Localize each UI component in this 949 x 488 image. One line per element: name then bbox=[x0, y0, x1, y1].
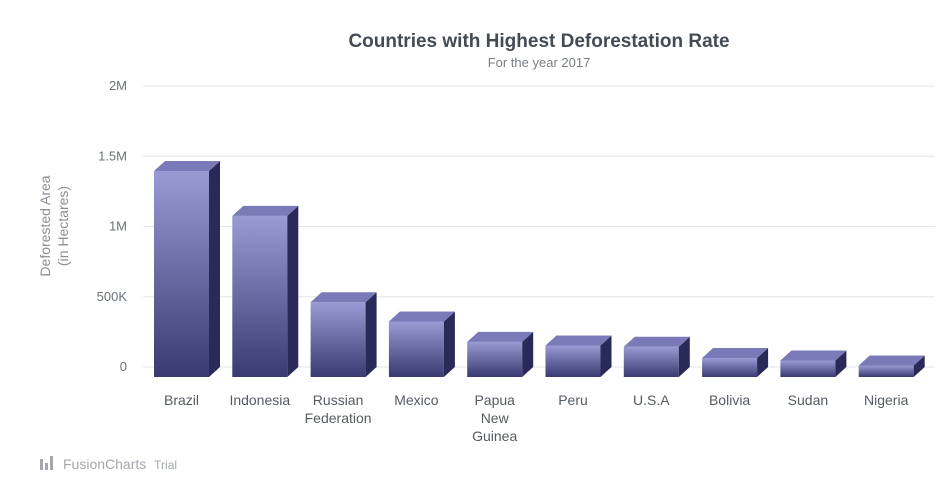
y-axis-label: Deforested Area (in Hectares) bbox=[37, 175, 71, 276]
bar-front bbox=[545, 345, 601, 377]
x-tick-label-line: Sudan bbox=[788, 392, 828, 408]
x-tick-label: Mexico bbox=[394, 392, 439, 408]
bar bbox=[232, 205, 299, 377]
x-tick-label: Bolivia bbox=[709, 392, 750, 408]
bar-front bbox=[623, 346, 679, 377]
x-tick-label-line: Guinea bbox=[472, 428, 517, 444]
bar-top bbox=[154, 161, 220, 172]
x-tick-label: U.S.A bbox=[633, 392, 670, 408]
bar bbox=[623, 336, 690, 377]
watermark-suffix: Trial bbox=[154, 458, 177, 472]
bar-front bbox=[467, 341, 523, 377]
x-tick-label-line: Russian bbox=[313, 392, 364, 408]
y-axis-ticks: 0 500K 1M 1.5M 2M bbox=[97, 78, 128, 374]
bar-side bbox=[913, 355, 925, 377]
x-tick-label-line: Mexico bbox=[394, 392, 439, 408]
bar-top bbox=[310, 292, 377, 303]
bar-front bbox=[702, 358, 758, 377]
bar-side bbox=[835, 350, 847, 377]
x-axis-ticks: Brazil Indonesia Russian Federation Mexico Pa… bbox=[164, 392, 909, 444]
svg-text:FusionCharts Trial: FusionCharts Trial bbox=[63, 456, 177, 472]
bars bbox=[154, 161, 925, 377]
x-tick-label-line: New bbox=[481, 410, 510, 426]
y-tick-label: 1M bbox=[109, 219, 127, 234]
bar bbox=[388, 311, 455, 377]
bar-front bbox=[388, 321, 444, 377]
y-tick-label: 1.5M bbox=[98, 148, 127, 163]
bar-front bbox=[310, 302, 366, 377]
x-tick-label: Peru bbox=[558, 392, 588, 408]
x-tick-label-line: Papua bbox=[474, 392, 515, 408]
bar-top bbox=[388, 311, 455, 322]
bar-front bbox=[858, 365, 914, 377]
x-tick-label: Indonesia bbox=[229, 392, 290, 408]
bar-top bbox=[545, 335, 612, 346]
x-tick-label-line: Bolivia bbox=[709, 392, 750, 408]
bar bbox=[310, 292, 377, 377]
x-tick-label: Sudan bbox=[788, 392, 828, 408]
x-tick-label: Russian Federation bbox=[305, 392, 372, 426]
x-tick-label-line: Peru bbox=[558, 392, 588, 408]
x-tick-label: Papua New Guinea bbox=[472, 392, 517, 444]
bar-side bbox=[209, 161, 220, 377]
y-tick-label: 2M bbox=[109, 78, 127, 93]
bar-front bbox=[232, 215, 288, 377]
bar-top bbox=[858, 355, 925, 366]
bar-front bbox=[154, 171, 209, 377]
y-tick-label: 0 bbox=[120, 359, 127, 374]
bar-side bbox=[365, 292, 377, 377]
chart-title: Countries with Highest Deforestation Rat… bbox=[348, 31, 729, 52]
y-axis-label-line-2: (in Hectares) bbox=[55, 186, 71, 266]
x-tick-label-line: Brazil bbox=[164, 392, 199, 408]
x-tick-label: Nigeria bbox=[864, 392, 909, 408]
bar-top bbox=[702, 348, 769, 359]
bar-top bbox=[623, 336, 690, 347]
y-axis-label-line-1: Deforested Area bbox=[37, 175, 53, 276]
bar-top bbox=[232, 205, 299, 216]
bar bbox=[858, 355, 925, 377]
x-tick-label-line: Indonesia bbox=[229, 392, 290, 408]
bar-front bbox=[780, 360, 836, 377]
bar-side bbox=[678, 336, 690, 377]
x-tick-label: Brazil bbox=[164, 392, 199, 408]
x-tick-label-line: Nigeria bbox=[864, 392, 909, 408]
watermark-brand: FusionCharts bbox=[63, 456, 146, 472]
bar-top bbox=[467, 331, 534, 342]
bar-side bbox=[757, 348, 769, 377]
bar-side bbox=[522, 331, 534, 377]
bar-side bbox=[443, 311, 455, 377]
y-tick-label: 500K bbox=[97, 289, 128, 304]
bar-side bbox=[600, 335, 612, 377]
bar bbox=[780, 350, 847, 377]
chart-subtitle: For the year 2017 bbox=[488, 55, 591, 70]
fusioncharts-watermark: FusionCharts Trial bbox=[40, 456, 177, 472]
bar bbox=[467, 331, 534, 377]
fusioncharts-logo-icon bbox=[40, 456, 53, 470]
x-tick-label-line: U.S.A bbox=[633, 392, 670, 408]
bar-side bbox=[287, 205, 299, 377]
bar bbox=[702, 348, 769, 377]
bar-top bbox=[780, 350, 847, 361]
x-tick-label-line: Federation bbox=[305, 410, 372, 426]
bar bbox=[545, 335, 612, 377]
bar bbox=[154, 161, 220, 377]
